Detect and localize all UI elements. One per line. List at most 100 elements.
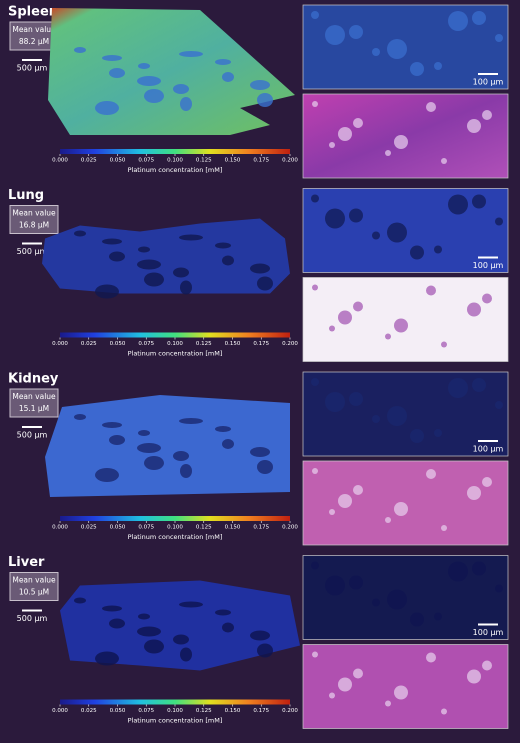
colorbar-tick-label: 0.075 [138, 708, 154, 714]
colorbar-tick-label: 0.050 [110, 341, 126, 347]
colorbar-tick-label: 0.000 [52, 525, 68, 531]
histology-feature [482, 110, 492, 120]
colorbar-tick-label: 0.025 [81, 525, 97, 531]
zoom-feature [434, 62, 442, 70]
histology-feature [353, 301, 363, 312]
colorbar-tick-label: 0.200 [282, 708, 298, 714]
tissue-feature [257, 460, 273, 474]
tissue-feature [222, 439, 234, 449]
tissue-feature [257, 93, 273, 107]
tissue-feature [222, 72, 234, 82]
histology-feature [353, 668, 363, 679]
histology-feature [467, 119, 481, 133]
histology-feature [441, 341, 447, 348]
colorbar-tick-label: 0.150 [225, 158, 241, 164]
zoom-feature [349, 208, 363, 223]
zoom-feature [448, 561, 468, 582]
colorbar-tick-label: 0.050 [110, 158, 126, 164]
tissue-feature [215, 242, 231, 249]
zoom-scale-bar-label: 100 μm [473, 628, 504, 637]
tissue-feature [180, 647, 192, 662]
tissue-feature [137, 443, 161, 453]
tissue-feature [102, 55, 122, 61]
panel: Spleen Mean value 88.2 μM 500 μm 0.000 0.025 0… [8, 5, 509, 179]
tissue-feature [180, 280, 192, 295]
tissue-feature [173, 451, 189, 461]
zoom-feature [349, 25, 363, 39]
histology-feature [385, 700, 391, 707]
tissue-feature [109, 435, 125, 445]
histology-feature [338, 677, 352, 692]
tissue-feature [109, 68, 125, 78]
zoom-feature [349, 392, 363, 406]
histology-feature [394, 685, 408, 700]
zoom-feature [495, 34, 503, 42]
colorbar-tick-label: 0.125 [196, 708, 212, 714]
tissue-feature [179, 418, 203, 424]
histology-feature [312, 101, 318, 107]
tissue-feature [144, 456, 164, 470]
colorbar-tick-label: 0.000 [52, 341, 68, 347]
zoom-feature [311, 194, 319, 203]
zoom-feature [325, 208, 345, 229]
histology-feature [353, 485, 363, 495]
zoom-feature [495, 584, 503, 593]
zoom-feature [325, 575, 345, 596]
zoom-feature [372, 415, 380, 423]
tissue-feature [250, 630, 270, 641]
zoom-feature [372, 48, 380, 56]
colorbar-tick-label: 0.075 [138, 158, 154, 164]
scale-bar-label: 500 μm [17, 64, 48, 73]
histology-feature [329, 142, 335, 148]
histology-feature [482, 660, 492, 671]
colorbar-tick-label: 0.075 [138, 341, 154, 347]
mean-label: Mean value [12, 25, 56, 34]
zoom-feature [410, 245, 424, 260]
zoom-feature [372, 598, 380, 607]
histology-feature [385, 333, 391, 340]
tissue-feature [102, 238, 122, 245]
zoom-feature [448, 378, 468, 398]
tissue-feature [144, 89, 164, 103]
organ-title: Lung [8, 188, 44, 203]
panel: Lung Mean value 16.8 μM 500 μm 0.000 0.025 0.0… [8, 188, 509, 362]
scale-bar-label: 500 μm [17, 431, 48, 440]
tissue-feature [215, 609, 231, 616]
mean-value: 16.8 μM [19, 221, 49, 230]
histology-feature [394, 502, 408, 516]
tissue-feature [222, 622, 234, 633]
mean-value: 15.1 μM [19, 404, 49, 413]
colorbar-tick-label: 0.100 [167, 525, 183, 531]
histology-image [302, 277, 509, 362]
tissue-feature [137, 76, 161, 86]
histology-feature [312, 468, 318, 474]
mean-label: Mean value [12, 209, 56, 218]
tissue-feature [250, 80, 270, 90]
zoom-feature [387, 589, 407, 610]
mean-label: Mean value [12, 392, 56, 401]
colorbar-label: Platinum concentration [mM] [128, 166, 223, 174]
tissue-feature [138, 430, 150, 436]
zoom-feature [472, 561, 486, 576]
mean-box [9, 205, 59, 234]
histology-image [302, 460, 509, 546]
tissue-feature [179, 234, 203, 241]
histology-feature [467, 302, 481, 317]
colorbar-tick-label: 0.025 [81, 341, 97, 347]
colorbar-tick-label: 0.200 [282, 341, 298, 347]
colorbar-tick-label: 0.200 [282, 158, 298, 164]
zoom-feature [495, 217, 503, 226]
colorbar-tick-label: 0.025 [81, 158, 97, 164]
colorbar-tick-label: 0.150 [225, 708, 241, 714]
colorbar [60, 149, 290, 154]
tissue-feature [173, 634, 189, 645]
tissue-map [45, 395, 290, 497]
colorbar-tick-label: 0.100 [167, 341, 183, 347]
panel: Kidney Mean value 15.1 μM 500 μm 0.000 0.025 0… [8, 372, 509, 546]
colorbar-tick-label: 0.200 [282, 525, 298, 531]
tissue-feature [95, 284, 119, 299]
colorbar-tick-label: 0.100 [167, 708, 183, 714]
zoom-feature [472, 11, 486, 25]
zoom-feature [325, 392, 345, 412]
tissue-feature [215, 59, 231, 65]
